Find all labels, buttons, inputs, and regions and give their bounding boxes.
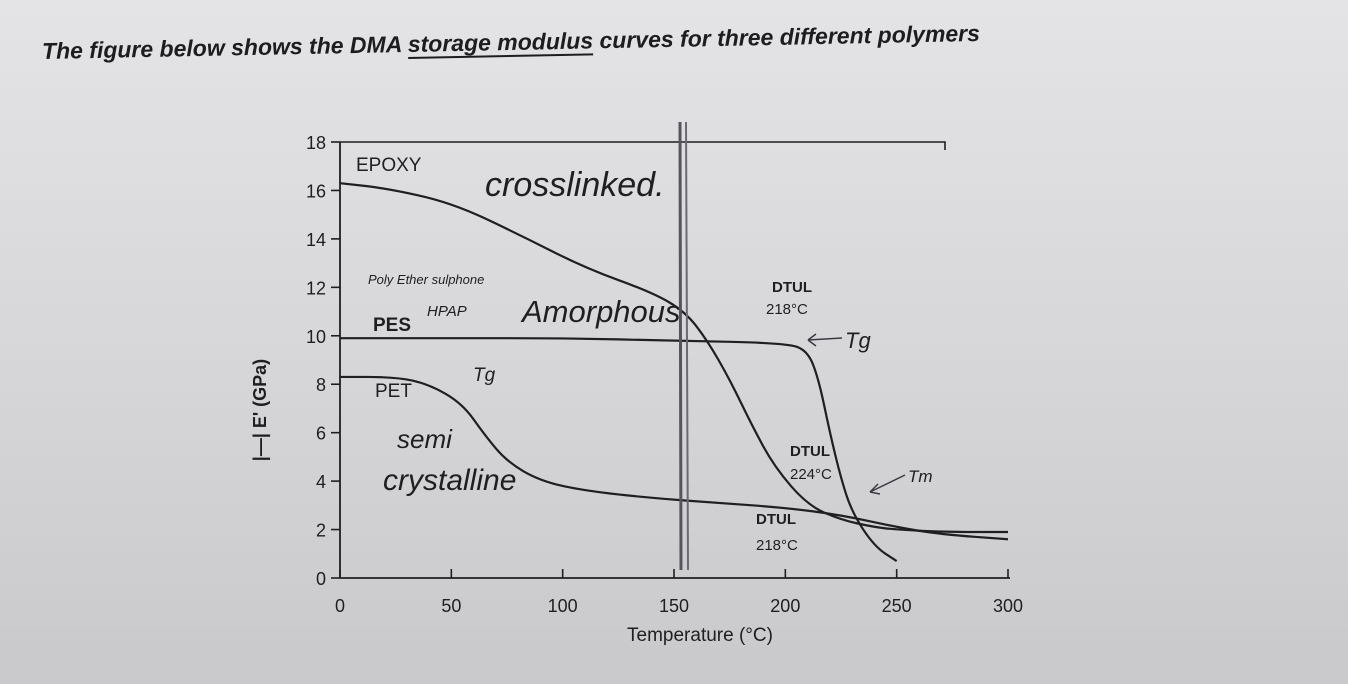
handwritten-notes: crosslinked. Poly Ether sulphone HPAP Am… bbox=[368, 121, 933, 571]
plot-frame bbox=[339, 141, 1010, 579]
curve-labels: EPOXY PES PET DTUL 218°C DTUL 224°C DTUL… bbox=[250, 155, 832, 646]
y-axis: 0 2 4 6 8 10 12 14 16 18 bbox=[306, 133, 340, 589]
y-tick-label: 0 bbox=[316, 569, 326, 589]
label-pes: PES bbox=[373, 315, 411, 336]
curves bbox=[339, 182, 1009, 562]
note-crystalline: crystalline bbox=[383, 464, 516, 497]
y-tick-label: 12 bbox=[306, 278, 326, 298]
y-tick-label: 2 bbox=[316, 521, 326, 541]
label-pet: PET bbox=[375, 381, 412, 402]
y-tick-label: 10 bbox=[306, 327, 326, 347]
x-tick-label: 0 bbox=[335, 596, 345, 616]
pencil-vertical-line-1 bbox=[678, 121, 683, 571]
y-tick-label: 18 bbox=[306, 133, 326, 153]
y-tick-label: 14 bbox=[306, 230, 326, 250]
x-tick-label: 250 bbox=[882, 596, 912, 616]
x-axis: 0 50 100 150 200 250 300 bbox=[335, 569, 1023, 616]
x-axis-title: Temperature (°C) bbox=[627, 625, 773, 646]
tm-arrow bbox=[869, 474, 906, 495]
x-tick-label: 50 bbox=[441, 596, 461, 616]
note-hpap: HPAP bbox=[427, 303, 467, 320]
curve-pes bbox=[340, 337, 898, 562]
label-epoxy: EPOXY bbox=[356, 155, 422, 176]
note-semi: semi bbox=[397, 424, 453, 454]
pencil-vertical-line-2 bbox=[685, 121, 689, 571]
x-tick-label: 100 bbox=[548, 596, 578, 616]
note-crosslinked: crosslinked. bbox=[485, 166, 665, 204]
curve-pet bbox=[340, 375, 1009, 541]
y-axis-title: |—| E' (GPa) bbox=[250, 359, 270, 461]
note-tg-pes: Tg bbox=[845, 328, 871, 353]
label-dtul-epoxy-temp: 218°C bbox=[756, 537, 798, 554]
x-tick-label: 150 bbox=[659, 596, 689, 616]
label-dtul-epoxy: DTUL bbox=[756, 511, 796, 528]
note-amorphous: Amorphous bbox=[520, 294, 681, 329]
label-dtul-pes: DTUL bbox=[772, 279, 812, 296]
x-tick-label: 200 bbox=[770, 596, 800, 616]
label-dtul-pet-temp: 224°C bbox=[790, 466, 832, 483]
note-tm: Tm bbox=[908, 467, 933, 486]
label-dtul-pet: DTUL bbox=[790, 443, 830, 460]
note-tg-pet: Tg bbox=[473, 365, 496, 386]
tg-arrow bbox=[807, 333, 843, 347]
x-tick-label: 300 bbox=[993, 596, 1023, 616]
y-tick-label: 4 bbox=[316, 472, 326, 492]
note-poly-ether-sulphone: Poly Ether sulphone bbox=[368, 272, 484, 287]
y-tick-label: 6 bbox=[316, 424, 326, 444]
y-tick-label: 8 bbox=[316, 375, 326, 395]
y-tick-label: 16 bbox=[306, 181, 326, 201]
curve-epoxy bbox=[339, 182, 1008, 534]
plot-top-edge bbox=[340, 141, 946, 150]
label-dtul-pes-temp: 218°C bbox=[766, 301, 808, 318]
